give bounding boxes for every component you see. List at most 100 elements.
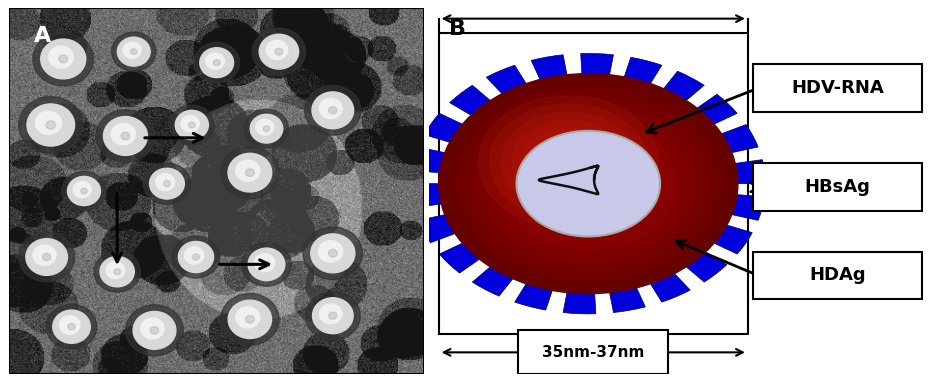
Circle shape	[303, 227, 363, 280]
Circle shape	[41, 39, 86, 79]
Wedge shape	[610, 286, 645, 312]
Circle shape	[221, 293, 280, 345]
Wedge shape	[712, 224, 752, 254]
Text: HDV-RNA: HDV-RNA	[791, 79, 884, 97]
Circle shape	[501, 112, 636, 211]
Circle shape	[473, 99, 703, 268]
Circle shape	[548, 154, 628, 213]
Wedge shape	[685, 251, 727, 282]
Circle shape	[514, 129, 663, 239]
Circle shape	[228, 153, 272, 192]
Circle shape	[67, 176, 101, 206]
Circle shape	[26, 239, 67, 275]
Circle shape	[524, 136, 653, 231]
Circle shape	[528, 140, 648, 228]
Circle shape	[516, 131, 660, 236]
Circle shape	[123, 42, 141, 58]
Circle shape	[573, 173, 603, 195]
Circle shape	[509, 125, 668, 242]
Circle shape	[130, 49, 137, 55]
Text: 35nm-37nm: 35nm-37nm	[542, 345, 644, 360]
Wedge shape	[412, 147, 447, 173]
Circle shape	[27, 104, 75, 146]
Circle shape	[543, 151, 633, 217]
Circle shape	[310, 234, 355, 273]
Circle shape	[34, 245, 56, 265]
Text: B: B	[448, 19, 466, 39]
Wedge shape	[411, 184, 444, 208]
Wedge shape	[424, 113, 464, 143]
Circle shape	[479, 96, 658, 228]
Text: HBsAg: HBsAg	[804, 178, 870, 196]
Circle shape	[578, 176, 598, 191]
Text: A: A	[34, 26, 51, 46]
Circle shape	[121, 132, 130, 140]
Circle shape	[112, 32, 156, 71]
Circle shape	[170, 105, 214, 145]
Circle shape	[583, 180, 594, 187]
Circle shape	[144, 163, 190, 204]
Circle shape	[275, 48, 282, 55]
Circle shape	[554, 158, 624, 209]
FancyBboxPatch shape	[518, 330, 668, 374]
Circle shape	[46, 121, 56, 129]
Circle shape	[220, 147, 280, 199]
Circle shape	[305, 86, 361, 135]
Circle shape	[539, 147, 638, 220]
Circle shape	[513, 120, 624, 203]
Circle shape	[106, 262, 125, 278]
Circle shape	[141, 318, 164, 339]
Circle shape	[53, 310, 90, 343]
Circle shape	[117, 37, 150, 66]
Circle shape	[172, 236, 220, 278]
Circle shape	[319, 241, 343, 262]
Circle shape	[484, 107, 693, 261]
Circle shape	[126, 305, 184, 356]
Circle shape	[250, 114, 282, 143]
Circle shape	[263, 261, 270, 268]
Circle shape	[503, 121, 673, 246]
Circle shape	[178, 241, 213, 273]
Circle shape	[74, 181, 91, 197]
Circle shape	[156, 174, 175, 191]
Circle shape	[490, 104, 647, 219]
Wedge shape	[650, 272, 691, 302]
Circle shape	[133, 311, 176, 349]
Circle shape	[254, 254, 275, 272]
Circle shape	[569, 169, 609, 198]
Circle shape	[259, 34, 298, 69]
Circle shape	[494, 114, 683, 253]
Wedge shape	[563, 291, 596, 314]
Circle shape	[488, 110, 688, 257]
Wedge shape	[695, 94, 737, 125]
Circle shape	[256, 119, 274, 135]
FancyBboxPatch shape	[753, 163, 923, 211]
Circle shape	[263, 126, 269, 131]
Circle shape	[563, 165, 613, 202]
Circle shape	[35, 111, 62, 134]
Circle shape	[328, 249, 337, 257]
Circle shape	[533, 143, 643, 224]
Wedge shape	[439, 242, 481, 273]
Circle shape	[181, 115, 199, 131]
Circle shape	[244, 109, 288, 148]
Circle shape	[499, 118, 678, 250]
Circle shape	[320, 98, 342, 118]
Circle shape	[329, 312, 336, 319]
Circle shape	[163, 181, 171, 187]
Wedge shape	[663, 71, 705, 102]
Circle shape	[19, 232, 75, 282]
Circle shape	[206, 53, 225, 70]
Circle shape	[60, 316, 80, 334]
Circle shape	[81, 188, 88, 194]
Circle shape	[103, 117, 147, 155]
Circle shape	[253, 28, 306, 75]
Wedge shape	[531, 55, 568, 81]
Circle shape	[62, 171, 106, 211]
Text: HDAg: HDAg	[809, 266, 866, 284]
Circle shape	[444, 77, 733, 290]
Circle shape	[306, 291, 361, 340]
Circle shape	[245, 169, 254, 176]
Circle shape	[518, 132, 658, 235]
Wedge shape	[720, 125, 758, 153]
